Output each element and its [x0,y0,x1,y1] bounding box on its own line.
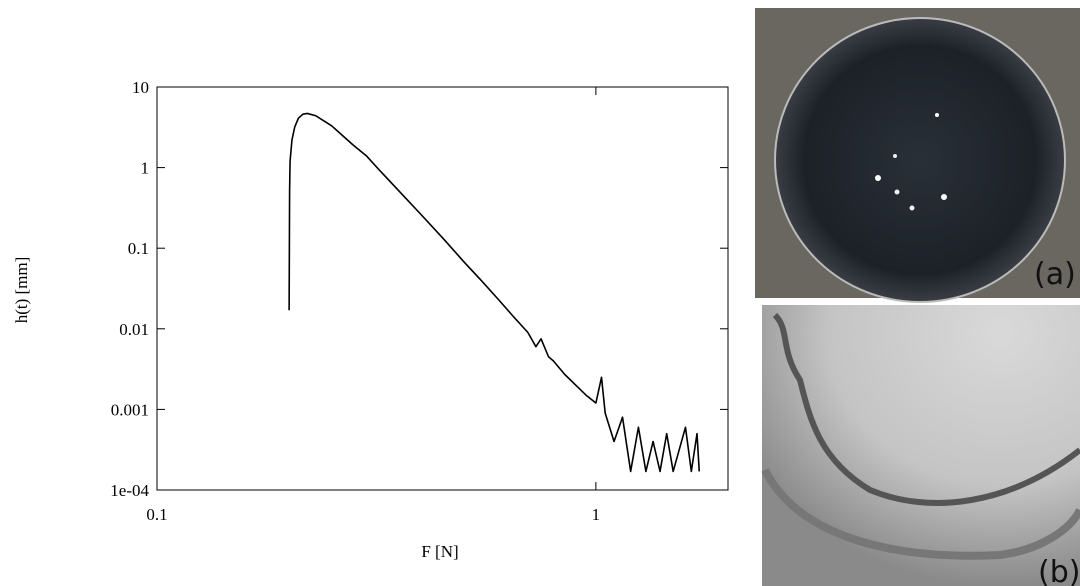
y-tick-label: 10 [132,78,149,97]
photo-label: (b) [1038,555,1080,586]
x-tick-label: 0.1 [146,505,167,524]
plot-frame [156,86,729,491]
photo-a: (a) [755,8,1080,303]
x-axis-label: F [N] [421,542,458,561]
photo-b: (b) [761,305,1080,586]
data-line [288,112,701,473]
y-tick-label: 1e-04 [110,481,149,500]
x-tick-label: 1 [592,505,601,524]
y-tick-label: 0.1 [128,239,149,258]
photo-label: (a) [1034,257,1076,292]
y-tick-label: 1 [141,159,150,178]
y-axis-label: h(t) [mm] [12,257,31,324]
y-tick-label: 0.001 [111,400,149,419]
y-tick-label: 0.01 [119,320,149,339]
